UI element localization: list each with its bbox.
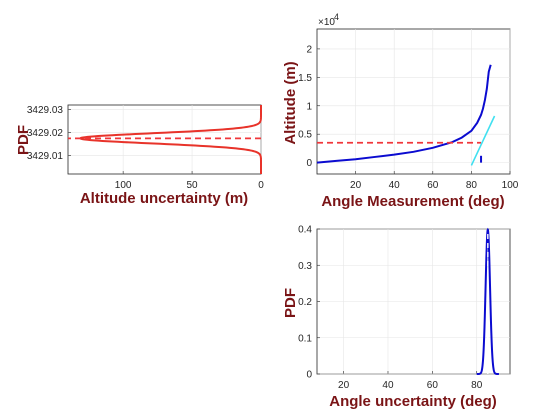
y-tick-label: 3429.01 [27, 151, 64, 162]
y-axis-label: Altitude (m) [282, 61, 299, 144]
y-axis-label: PDF [15, 125, 32, 155]
data-layer [68, 105, 262, 174]
y-tick-label: 0 [306, 158, 312, 169]
x-axis-label: Angle Measurement (deg) [321, 193, 504, 210]
y-tick-label: 3429.02 [27, 128, 64, 139]
x-tick-label: 0 [258, 180, 264, 191]
x-tick-label: 40 [389, 180, 401, 191]
x-tick-label: 20 [350, 180, 362, 191]
data-layer [316, 64, 496, 166]
pdf-curve [476, 227, 499, 375]
plot-area [67, 104, 262, 175]
y-tick-label: 3429.03 [27, 105, 64, 116]
x-tick-labels: 20 40 60 80 [338, 380, 483, 391]
y-axis-label: PDF [282, 288, 299, 318]
y-tick-label: 0.4 [298, 225, 312, 236]
y-tick-label: 1 [306, 101, 312, 112]
x-tick-label: 80 [466, 180, 478, 191]
altitude-pdf-panel: 100 50 0 3429.01 3429.02 3429.03 Altitude un… [15, 104, 264, 207]
y-tick-label: 0.1 [298, 333, 312, 344]
data-layer [476, 227, 499, 375]
y-tick-label: 0.5 [298, 130, 312, 141]
x-tick-label: 40 [382, 380, 394, 391]
x-tick-label: 20 [338, 380, 350, 391]
x-axis-label: Angle uncertainty (deg) [329, 393, 497, 410]
y-tick-labels: 0 0.1 0.2 0.3 0.4 [298, 225, 312, 381]
pdf-curve [78, 105, 262, 174]
plot-area [316, 28, 511, 175]
x-tick-labels: 20 40 60 80 100 [350, 180, 519, 191]
y-tick-labels: 0 0.5 1 1.5 2 [298, 44, 312, 169]
y-exponent-base: ×10 [318, 17, 335, 28]
x-tick-label: 80 [471, 380, 483, 391]
y-tick-label: 0 [306, 370, 312, 381]
angle-pdf-panel: 20 40 60 80 0 0.1 0.2 0.3 0.4 Angle uncertainty… [282, 225, 511, 410]
x-tick-labels: 100 50 0 [115, 180, 264, 191]
x-tick-label: 100 [502, 180, 519, 191]
x-tick-label: 60 [427, 380, 439, 391]
y-tick-label: 0.2 [298, 297, 312, 308]
y-tick-labels: 3429.01 3429.02 3429.03 [27, 105, 64, 162]
tangent-line [470, 115, 496, 166]
altitude-curve [316, 64, 492, 164]
y-tick-label: 0.3 [298, 261, 312, 272]
y-tick-label: 2 [306, 44, 312, 55]
altitude-vs-angle-panel: 20 40 60 80 100 0 0.5 1 1.5 2 ×10 4 Angle Measur… [282, 12, 519, 210]
x-tick-label: 50 [187, 180, 199, 191]
x-tick-label: 60 [427, 180, 439, 191]
y-exponent-power: 4 [334, 12, 339, 22]
x-tick-label: 100 [115, 180, 132, 191]
y-tick-label: 1.5 [298, 73, 312, 84]
gridlines [317, 29, 511, 174]
x-axis-label: Altitude uncertainty (m) [80, 190, 248, 207]
